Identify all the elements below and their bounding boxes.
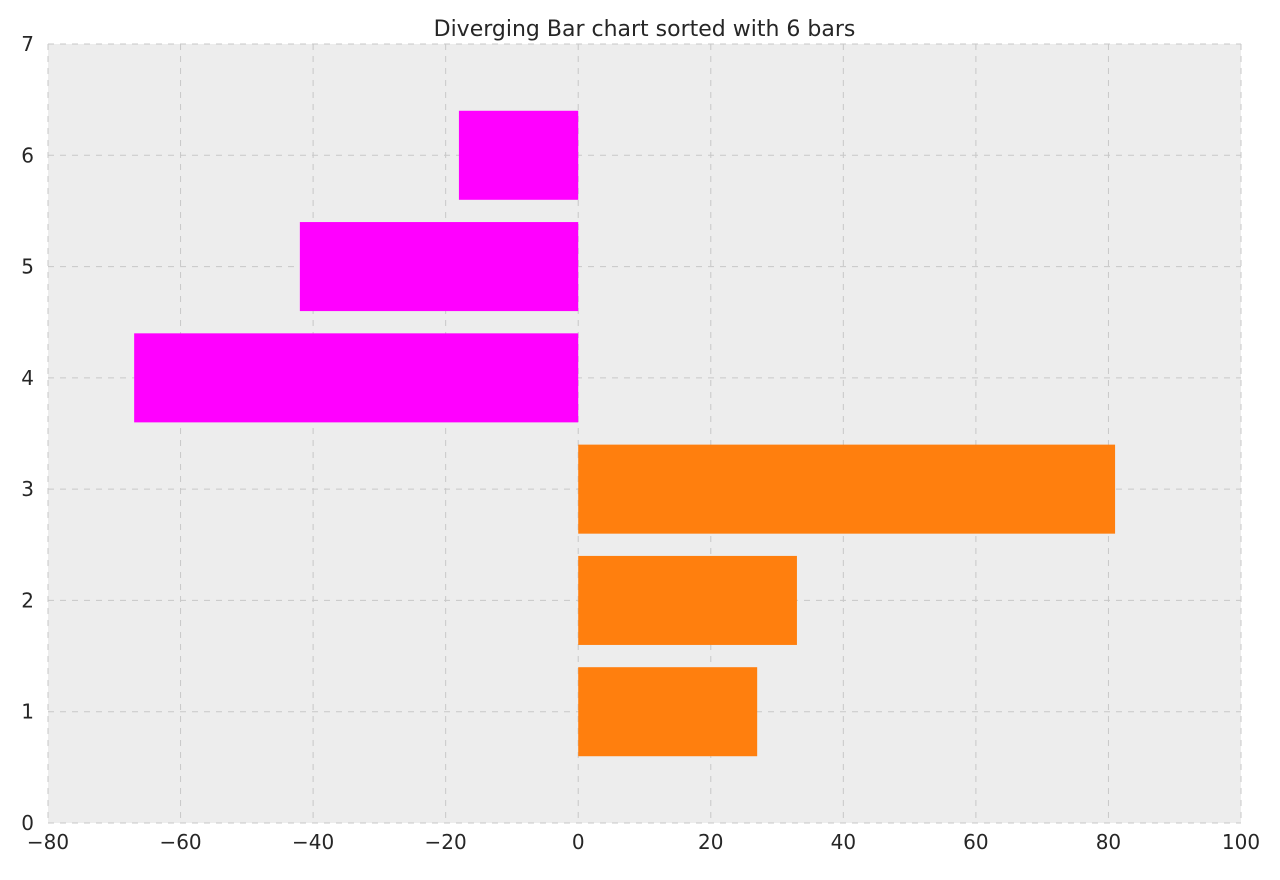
y-tick-label: 7	[21, 32, 34, 56]
bars	[134, 110, 1116, 757]
x-tick-label: 0	[572, 830, 585, 854]
y-tick-label: 5	[21, 255, 34, 279]
bar-5	[299, 222, 579, 312]
x-tick-label: 80	[1096, 830, 1121, 854]
y-tick-label: 0	[21, 811, 34, 835]
y-tick-label: 3	[21, 477, 34, 501]
x-tick-label: −40	[292, 830, 334, 854]
x-tick-label: 20	[698, 830, 723, 854]
x-tick-label: −80	[27, 830, 69, 854]
x-tick-label: 60	[963, 830, 988, 854]
bar-1	[578, 667, 758, 757]
bar-6	[458, 110, 579, 200]
y-axis-ticks: 0 1 2 3 4 5 6 7	[21, 32, 34, 835]
chart-title: Diverging Bar chart sorted with 6 bars	[434, 17, 856, 42]
y-tick-label: 4	[21, 366, 34, 390]
bar-3	[578, 444, 1116, 534]
y-tick-label: 1	[21, 700, 34, 724]
bar-2	[578, 555, 797, 645]
x-axis-ticks: −80 −60 −40 −20 0 20 40 60 80 100	[27, 830, 1260, 854]
x-tick-label: 40	[831, 830, 856, 854]
y-tick-label: 2	[21, 588, 34, 612]
y-tick-label: 6	[21, 143, 34, 167]
x-tick-label: −60	[159, 830, 201, 854]
x-tick-label: −20	[425, 830, 467, 854]
x-tick-label: 100	[1222, 830, 1260, 854]
bar-4	[134, 333, 579, 423]
